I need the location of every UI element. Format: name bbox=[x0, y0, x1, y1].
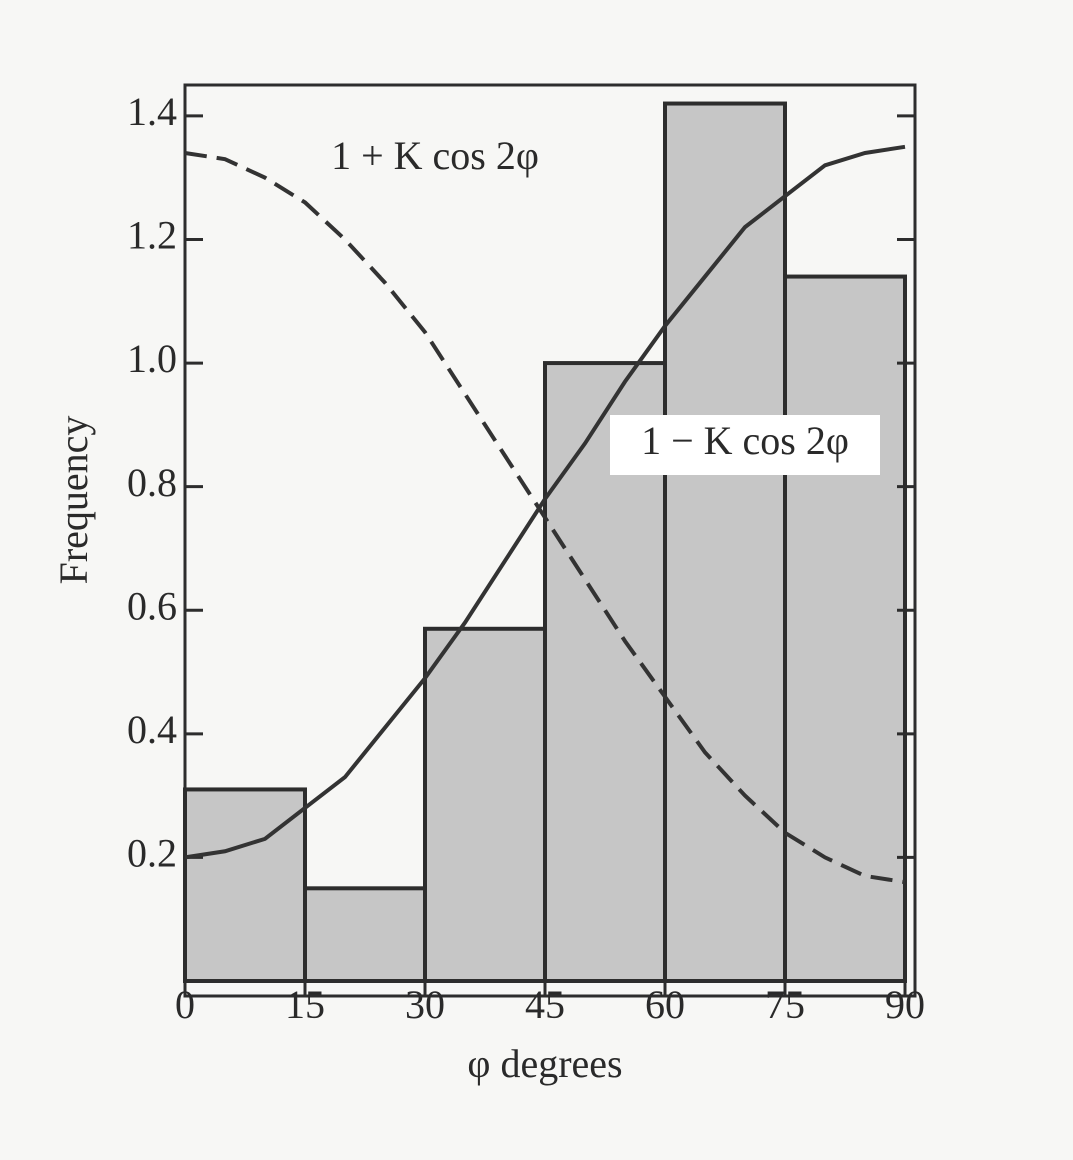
histogram-bar bbox=[423, 626, 547, 983]
histogram-bar bbox=[183, 787, 307, 984]
y-tick-label: 0.4 bbox=[127, 707, 177, 752]
y-tick-label: 1.2 bbox=[127, 213, 177, 258]
y-axis-label: Frequency bbox=[51, 416, 96, 585]
x-tick-label: 0 bbox=[175, 982, 195, 1027]
y-tick-label: 0.8 bbox=[127, 460, 177, 505]
histogram-bar bbox=[663, 101, 787, 984]
plot-frame bbox=[183, 83, 917, 998]
label-background bbox=[610, 415, 880, 475]
curve-label: 1 + K cos 2φ bbox=[331, 133, 539, 178]
x-axis-label: φ degrees bbox=[467, 1041, 622, 1086]
y-tick-label: 0.2 bbox=[127, 831, 177, 876]
histogram-bar bbox=[783, 274, 907, 984]
curve bbox=[184, 150, 906, 885]
histogram-bar bbox=[303, 886, 427, 984]
curve-label: 1 − K cos 2φ bbox=[641, 418, 849, 463]
y-tick-label: 0.6 bbox=[127, 583, 177, 628]
y-tick-label: 1.0 bbox=[127, 336, 177, 381]
y-tick-label: 1.4 bbox=[127, 89, 177, 134]
curve bbox=[184, 144, 906, 860]
